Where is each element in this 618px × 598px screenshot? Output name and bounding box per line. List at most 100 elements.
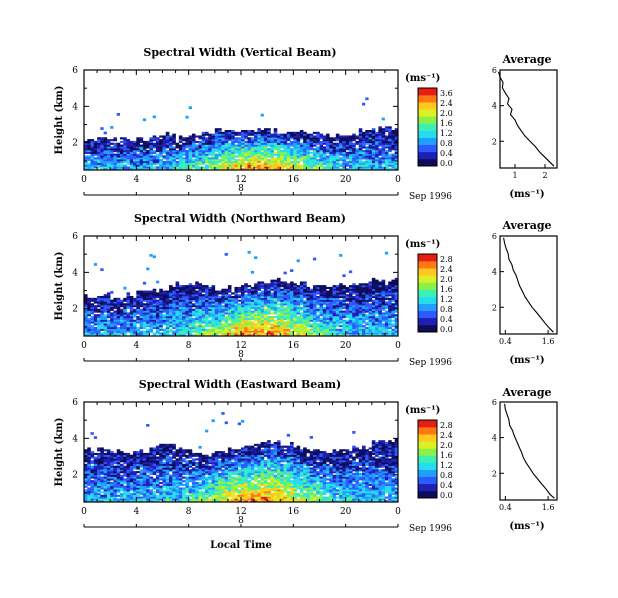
heatmap-cell	[303, 321, 307, 324]
heatmap-cell	[250, 160, 255, 164]
heatmap-cell	[178, 321, 183, 324]
heatmap-cell	[169, 142, 173, 145]
heatmap-cell	[191, 286, 196, 290]
heatmap-cell	[348, 334, 353, 337]
heatmap-cell	[162, 137, 167, 140]
heatmap-cell	[355, 166, 360, 169]
heatmap-cell	[152, 157, 157, 160]
heatmap-cell	[93, 485, 98, 488]
heatmap-cell	[188, 140, 193, 144]
heatmap-cell	[182, 137, 186, 140]
heatmap-cell	[290, 332, 294, 335]
heatmap-cell	[113, 168, 118, 171]
heatmap-cell	[267, 301, 271, 304]
heatmap-cell	[273, 285, 278, 288]
heatmap-cell	[290, 326, 294, 330]
heatmap-cell	[276, 323, 281, 326]
heatmap-cell	[182, 294, 186, 297]
heatmap-cell	[355, 326, 360, 330]
heatmap-cell	[119, 148, 124, 151]
heatmap-cell	[195, 328, 199, 331]
heatmap-cell	[116, 314, 121, 317]
heatmap-cell	[348, 164, 353, 167]
heatmap-cell	[312, 332, 317, 335]
heatmap-cell	[178, 159, 183, 162]
heatmap-cell	[388, 142, 392, 145]
heatmap-cell	[378, 281, 382, 284]
heatmap-cell	[365, 160, 369, 164]
heatmap-cell	[332, 160, 337, 164]
heatmap-cell	[329, 296, 333, 299]
heatmap-cell	[335, 334, 340, 337]
heatmap-cell	[322, 139, 327, 142]
heatmap-cell	[316, 306, 320, 310]
heatmap-cell	[237, 139, 242, 142]
heatmap-cell	[195, 283, 199, 286]
heatmap-cell	[296, 316, 301, 319]
heatmap-cell	[391, 281, 396, 284]
heatmap-cell	[93, 308, 98, 311]
heatmap-cell	[358, 332, 363, 335]
heatmap-cell	[339, 135, 343, 138]
heatmap-cell	[139, 290, 144, 293]
heatmap-cell	[362, 312, 366, 315]
heatmap-cell	[306, 137, 310, 140]
heatmap-cell	[159, 308, 163, 311]
heatmap-cell	[205, 319, 209, 322]
heatmap-cell	[224, 160, 229, 164]
heatmap-cell	[316, 288, 320, 291]
average-x-label: (ms⁻¹)	[509, 189, 544, 200]
heatmap-cell	[97, 500, 101, 503]
heatmap-cell	[136, 164, 140, 167]
heatmap-cell	[133, 325, 137, 328]
heatmap-cell	[358, 283, 363, 286]
heatmap-cell	[234, 151, 239, 154]
heatmap-cell	[290, 281, 294, 284]
heatmap-cell	[290, 142, 294, 145]
heatmap-cell	[384, 155, 389, 158]
heatmap-cell	[175, 160, 180, 164]
heatmap-cell	[123, 319, 127, 322]
heatmap-cell	[172, 326, 176, 330]
heatmap-cell	[146, 316, 150, 319]
heatmap-cell	[260, 148, 265, 151]
heatmap-cell	[198, 299, 203, 302]
heatmap-cell	[299, 312, 304, 315]
heatmap-cell	[208, 314, 212, 317]
heatmap-cell	[322, 330, 327, 333]
heatmap-cell	[263, 155, 268, 158]
heatmap-cell	[319, 321, 324, 324]
heatmap-cell	[90, 151, 95, 154]
heatmap-cell	[84, 303, 88, 306]
heatmap-cell	[172, 308, 176, 311]
heatmap-cell	[303, 146, 307, 149]
heatmap-cell	[316, 159, 320, 162]
heatmap-cell	[195, 168, 199, 171]
heatmap-cell	[250, 294, 255, 297]
heatmap-cell	[247, 285, 252, 288]
heatmap-cell	[381, 128, 386, 131]
heatmap-cell	[293, 285, 297, 288]
heatmap-cell	[371, 334, 376, 337]
heatmap-cell	[306, 164, 310, 167]
heatmap-cell	[100, 485, 104, 488]
heatmap-cell	[260, 113, 264, 117]
heatmap-cell	[146, 303, 150, 306]
heatmap-cell	[97, 323, 101, 326]
heatmap-cell	[113, 162, 118, 165]
heatmap-cell	[273, 164, 278, 167]
heatmap-cell	[263, 139, 268, 142]
heatmap-cell	[309, 137, 314, 140]
heatmap-cell	[106, 465, 111, 468]
average-profile-line	[503, 237, 554, 333]
heatmap-cell	[185, 319, 189, 322]
heatmap-cell	[119, 456, 124, 459]
heatmap-cell	[257, 294, 261, 297]
heatmap-cell	[218, 296, 222, 299]
heatmap-cell	[178, 150, 183, 153]
heatmap-cell	[129, 299, 134, 302]
heatmap-cell	[290, 151, 294, 154]
heatmap-cell	[139, 157, 144, 160]
heatmap-cell	[119, 312, 124, 315]
heatmap-cell	[263, 316, 268, 319]
